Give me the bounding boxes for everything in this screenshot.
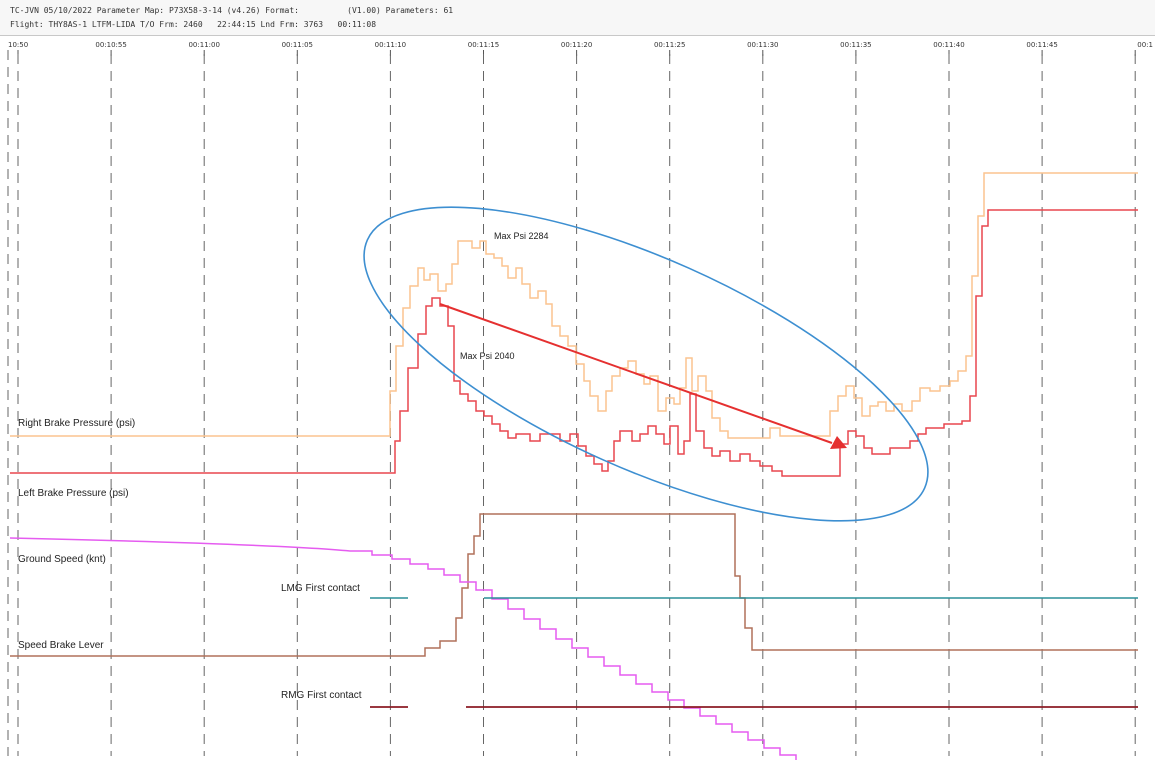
label-ground-speed: Ground Speed (knt) [18, 554, 106, 565]
header-line-1: TC-JVN 05/10/2022 Parameter Map: P73X58-… [10, 6, 454, 15]
trace-ground-speed [9, 537, 797, 760]
x-tick-7: 00:11:25 [654, 41, 685, 49]
x-tick-8: 00:11:30 [747, 41, 778, 49]
annotation-max-left: Max Psi 2040 [460, 351, 515, 361]
x-tick-5: 00:11:15 [468, 41, 499, 49]
series-traces [9, 172, 1138, 760]
brake-pressure-chart: 10:50 00:10:55 00:11:00 00:11:05 00:11:10 00:… [7, 41, 1153, 760]
x-tick-4: 00:11:10 [375, 41, 406, 49]
label-rmg-contact: RMG First contact [281, 690, 362, 701]
chart-header: TC-JVN 05/10/2022 Parameter Map: P73X58-… [0, 0, 1155, 36]
label-right-brake: Right Brake Pressure (psi) [18, 418, 135, 429]
x-tick-10: 00:11:40 [933, 41, 964, 49]
x-tick-3: 00:11:05 [282, 41, 313, 49]
x-tick-0: 10:50 [8, 41, 28, 49]
label-speed-brake: Speed Brake Lever [18, 640, 104, 651]
trace-speed-brake [10, 513, 1138, 657]
x-tick-2: 00:11:00 [188, 41, 219, 49]
label-left-brake: Left Brake Pressure (psi) [18, 488, 129, 499]
annotation-ellipse [363, 206, 929, 522]
x-tick-1: 00:10:55 [95, 41, 126, 49]
annotation-max-right: Max Psi 2284 [494, 231, 549, 241]
x-tick-9: 00:11:35 [840, 41, 871, 49]
trace-right-brake [10, 172, 1138, 439]
x-tick-labels: 10:50 00:10:55 00:11:00 00:11:05 00:11:10 00:… [8, 41, 1153, 56]
annotation-arrow-head [830, 436, 847, 449]
trace-left-brake [10, 209, 1138, 477]
annotation-arrow-shaft [439, 303, 833, 444]
x-tick-11: 00:11:45 [1026, 41, 1057, 49]
x-tick-12: 00:1 [1137, 41, 1153, 49]
label-lmg-contact: LMG First contact [281, 583, 360, 594]
grid-lines [7, 50, 1136, 756]
x-tick-6: 00:11:20 [561, 41, 592, 49]
annotations [363, 206, 929, 522]
header-line-2: Flight: THY8AS-1 LTFM-LIDA T/O Frm: 2460… [10, 20, 377, 29]
